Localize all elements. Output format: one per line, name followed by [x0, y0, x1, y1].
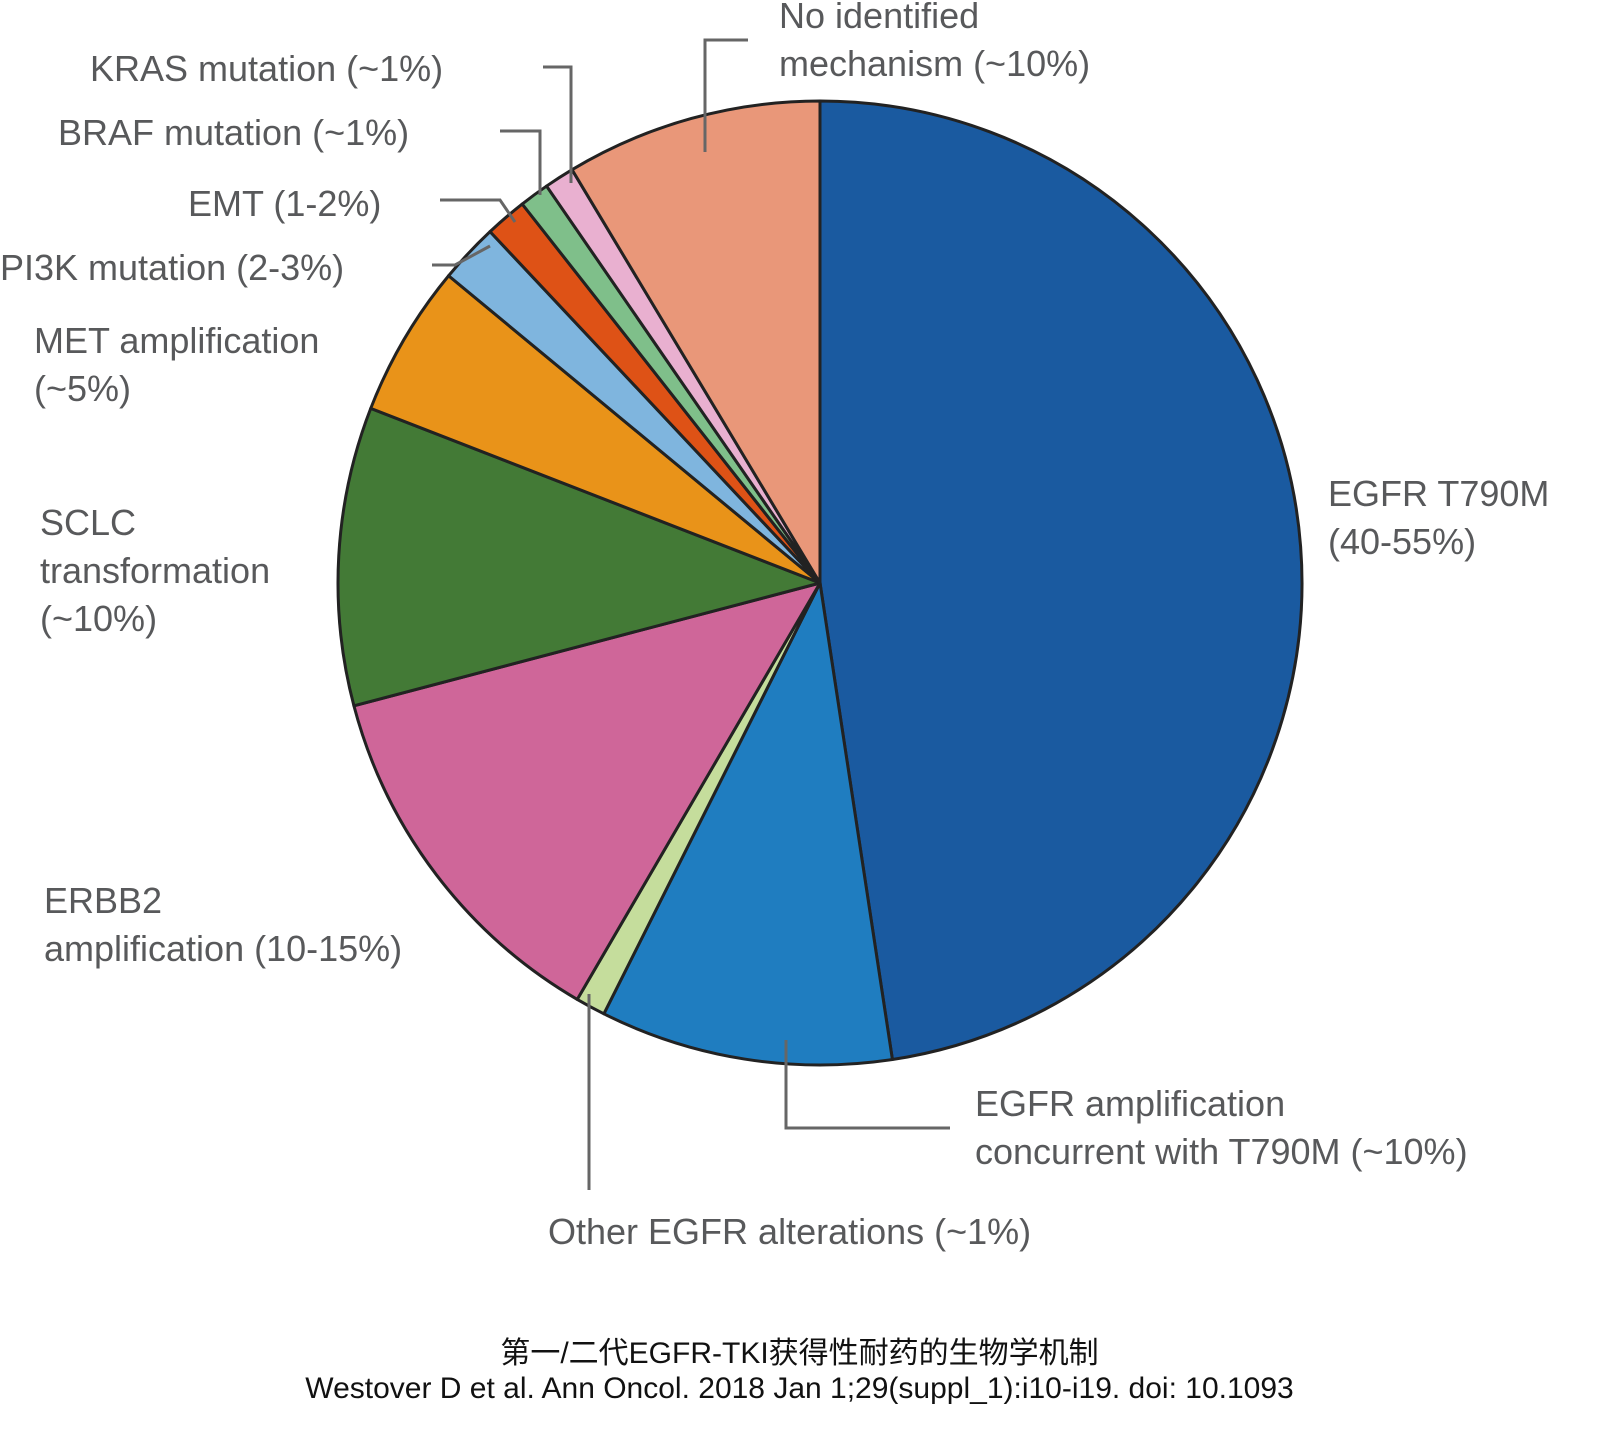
slice-label: Other EGFR alterations (~1%) [548, 1211, 1032, 1252]
pie-slice [369, 274, 822, 585]
pie-slice [352, 581, 822, 1001]
pie-slice [570, 99, 822, 585]
pie [336, 99, 1304, 1067]
slice-label: KRAS mutation (~1%) [90, 48, 444, 89]
pie-slice [336, 406, 822, 708]
leader-line [440, 198, 517, 223]
slice-label: EGFR amplification concurrent with T790M… [975, 1083, 1468, 1172]
slice-label: SCLC transformation (~10%) [40, 502, 271, 639]
slice-label: EGFR T790M (40-55%) [1328, 473, 1550, 562]
slice-label: No identified mechanism (~10%) [779, 0, 1091, 84]
leader-line [703, 38, 748, 152]
leader-line [543, 65, 573, 183]
slice-label: MET amplification (~5%) [34, 320, 320, 409]
slice-label: EMT (1-2%) [188, 183, 382, 224]
leader-line [432, 244, 491, 267]
leader-line [784, 1040, 950, 1130]
pie-slice [818, 99, 1304, 1062]
caption: Westover D et al. Ann Oncol. 2018 Jan 1;… [305, 1372, 1294, 1405]
slice-label: PI3K mutation (2-3%) [0, 247, 345, 288]
leader-line [500, 129, 542, 195]
caption: 第一/二代EGFR-TKI获得性耐药的生物学机制 [500, 1337, 1099, 1370]
pie-slice [602, 581, 894, 1067]
slice-label: BRAF mutation (~1%) [58, 112, 410, 153]
slice-label: ERBB2 amplification (10-15%) [44, 880, 403, 969]
